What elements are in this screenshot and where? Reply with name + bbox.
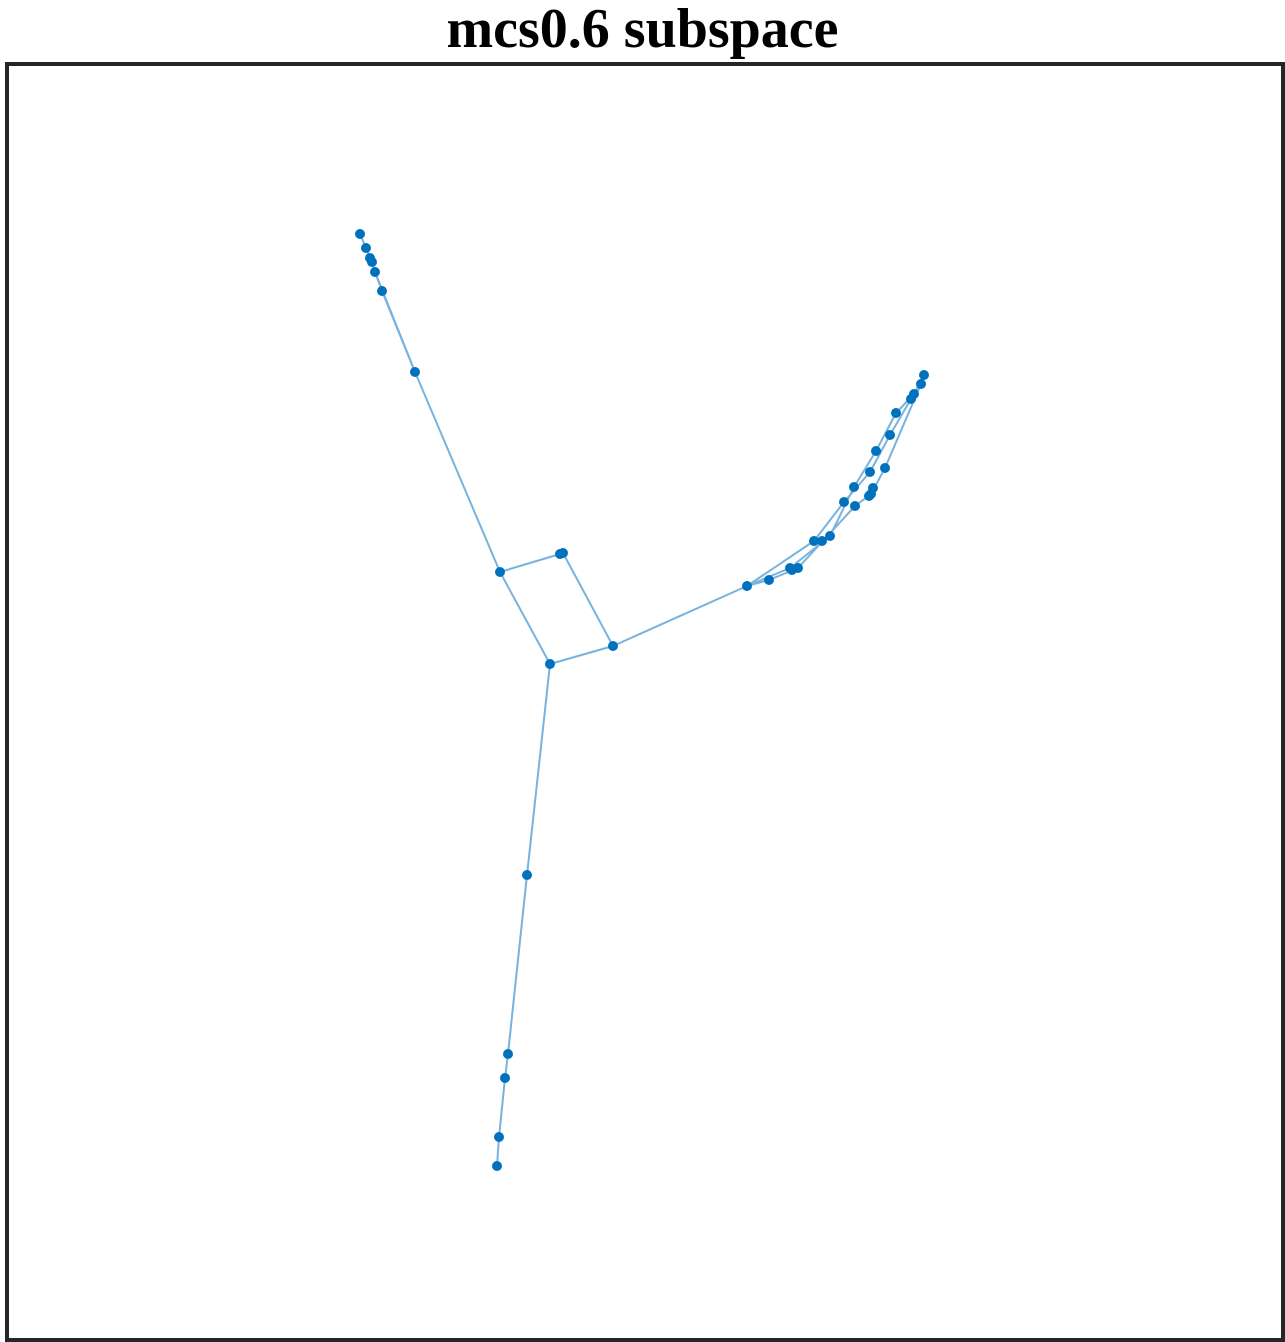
plot-frame xyxy=(5,62,1285,1342)
graph-node xyxy=(367,257,377,267)
graph-edge xyxy=(499,571,551,665)
graph-node xyxy=(764,575,774,585)
graph-edge xyxy=(526,663,551,876)
graph-node xyxy=(355,229,365,239)
graph-node xyxy=(885,430,895,440)
graph-node xyxy=(868,483,878,493)
graph-node xyxy=(377,286,387,296)
graph-node xyxy=(825,531,835,541)
node-layer xyxy=(355,229,929,1171)
graph-edge xyxy=(889,398,912,436)
graph-node xyxy=(522,870,532,880)
graph-node xyxy=(500,1073,510,1083)
graph-edge xyxy=(549,645,614,665)
graph-node xyxy=(494,1132,504,1142)
graph-edge xyxy=(498,1077,506,1138)
graph-node xyxy=(361,243,371,253)
graph-node xyxy=(850,501,860,511)
graph-node xyxy=(809,536,819,546)
graph-edge xyxy=(562,552,614,647)
graph-node xyxy=(370,267,380,277)
graph-node xyxy=(492,1161,502,1171)
plot-title: mcs0.6 subspace xyxy=(446,0,839,60)
graph-edge xyxy=(499,553,561,573)
graph-node xyxy=(871,446,881,456)
graph-edge xyxy=(853,450,877,488)
graph-node xyxy=(742,581,752,591)
graph-node xyxy=(909,389,919,399)
graph-node xyxy=(608,641,618,651)
graph-edge xyxy=(507,874,528,1055)
graph-node xyxy=(410,367,420,377)
graph-node xyxy=(865,467,875,477)
graph-edge xyxy=(612,585,748,647)
graph-edge xyxy=(414,371,501,573)
graph-node xyxy=(495,567,505,577)
graph-node xyxy=(919,370,929,380)
graph-node xyxy=(891,408,901,418)
graph-edge xyxy=(813,501,845,542)
graph-node xyxy=(545,659,555,669)
edge-layer xyxy=(359,233,925,1167)
graph-node xyxy=(880,463,890,473)
graph-node xyxy=(793,563,803,573)
graph-node xyxy=(817,536,827,546)
graph-edge xyxy=(746,540,815,587)
graph-node xyxy=(839,497,849,507)
graph-node xyxy=(503,1049,513,1059)
graph-node xyxy=(558,548,568,558)
graph-node xyxy=(849,482,859,492)
graph-node xyxy=(916,379,926,389)
